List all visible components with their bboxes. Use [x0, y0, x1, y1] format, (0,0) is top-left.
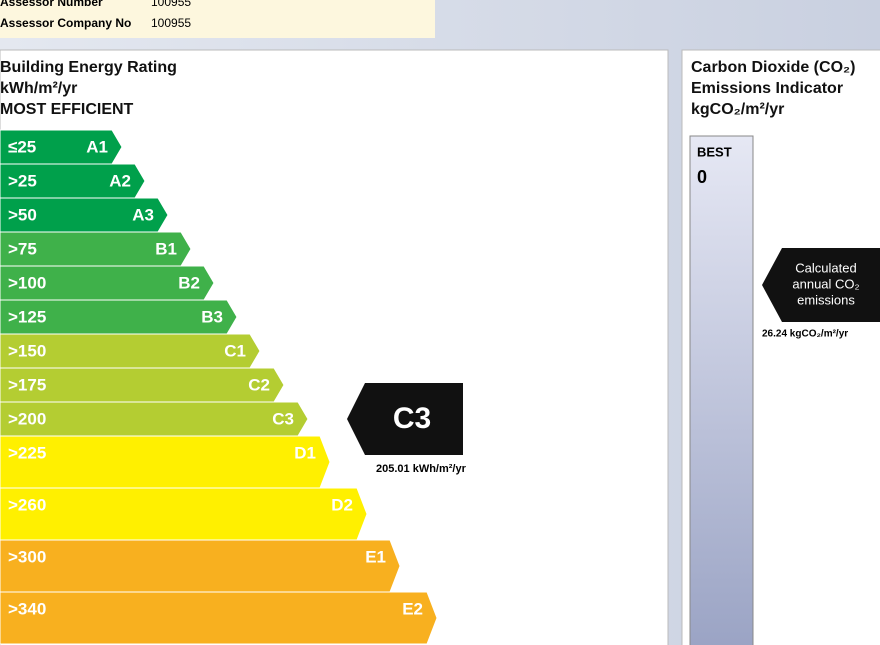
assessor-number-label: Assessor Number: [0, 0, 103, 9]
band-grade: B1: [155, 239, 177, 258]
band: [0, 539, 401, 593]
band-range: >25: [8, 171, 37, 190]
ber-unit: kWh/m²/yr: [0, 80, 77, 97]
band: [0, 197, 169, 233]
rating: C3: [393, 402, 431, 435]
band-grade: C1: [224, 341, 246, 360]
band-range: >260: [8, 495, 46, 514]
band: [0, 435, 331, 489]
band: [0, 129, 123, 165]
co2-title-1: Carbon Dioxide (CO₂): [691, 59, 855, 76]
band-grade: C3: [272, 409, 294, 428]
band-grade: D1: [294, 443, 316, 462]
band: [0, 367, 285, 403]
band-range: >300: [8, 547, 46, 566]
co2-arrow-3: emissions: [797, 292, 855, 307]
ber-title: Building Energy Rating: [0, 59, 177, 76]
band-grade: C2: [248, 375, 270, 394]
co2-arrow-2: annual CO₂: [792, 276, 859, 291]
band-range: >175: [8, 375, 46, 394]
band-grade: B2: [178, 273, 200, 292]
band: [0, 265, 215, 301]
band-range: >50: [8, 205, 37, 224]
assessor-number: 100955: [151, 0, 191, 9]
band: [0, 163, 146, 199]
band-range: >150: [8, 341, 46, 360]
band-range: ≤25: [8, 137, 36, 156]
co2-title-2: Emissions Indicator: [691, 80, 843, 97]
assessor-company-label: Assessor Company No: [0, 16, 131, 30]
co2-value: 26.24 kgCO₂/m²/yr: [762, 329, 848, 340]
assessor-company: 100955: [151, 16, 191, 30]
band: [0, 487, 368, 541]
rating-value: 205.01 kWh/m²/yr: [376, 463, 467, 475]
band: [0, 299, 238, 335]
band-grade: A2: [109, 171, 131, 190]
band-range: >75: [8, 239, 37, 258]
band: [0, 231, 192, 267]
band-range: >125: [8, 307, 46, 326]
co2-bar: [689, 135, 754, 645]
rating-arrow: [347, 383, 463, 455]
band-range: >340: [8, 599, 46, 618]
assessor-box: [0, 0, 435, 38]
co2-unit: kgCO₂/m²/yr: [691, 101, 784, 118]
band-range: >200: [8, 409, 46, 428]
band-range: >100: [8, 273, 46, 292]
band: [0, 333, 261, 369]
band-grade: D2: [331, 495, 353, 514]
band-grade: B3: [201, 307, 223, 326]
band-grade: E1: [365, 547, 386, 566]
co2-arrow: [762, 248, 880, 322]
co2-arrow-1: Calculated: [795, 260, 856, 275]
band: [0, 591, 438, 645]
band-grade: A3: [132, 205, 154, 224]
band-grade: A1: [86, 137, 108, 156]
band-grade: E2: [402, 599, 423, 618]
co2-best-value: 0: [697, 167, 707, 187]
band-range: >225: [8, 443, 46, 462]
band: [0, 401, 309, 437]
ber-subtitle: MOST EFFICIENT: [0, 101, 134, 118]
co2-best-label: BEST: [697, 144, 732, 159]
